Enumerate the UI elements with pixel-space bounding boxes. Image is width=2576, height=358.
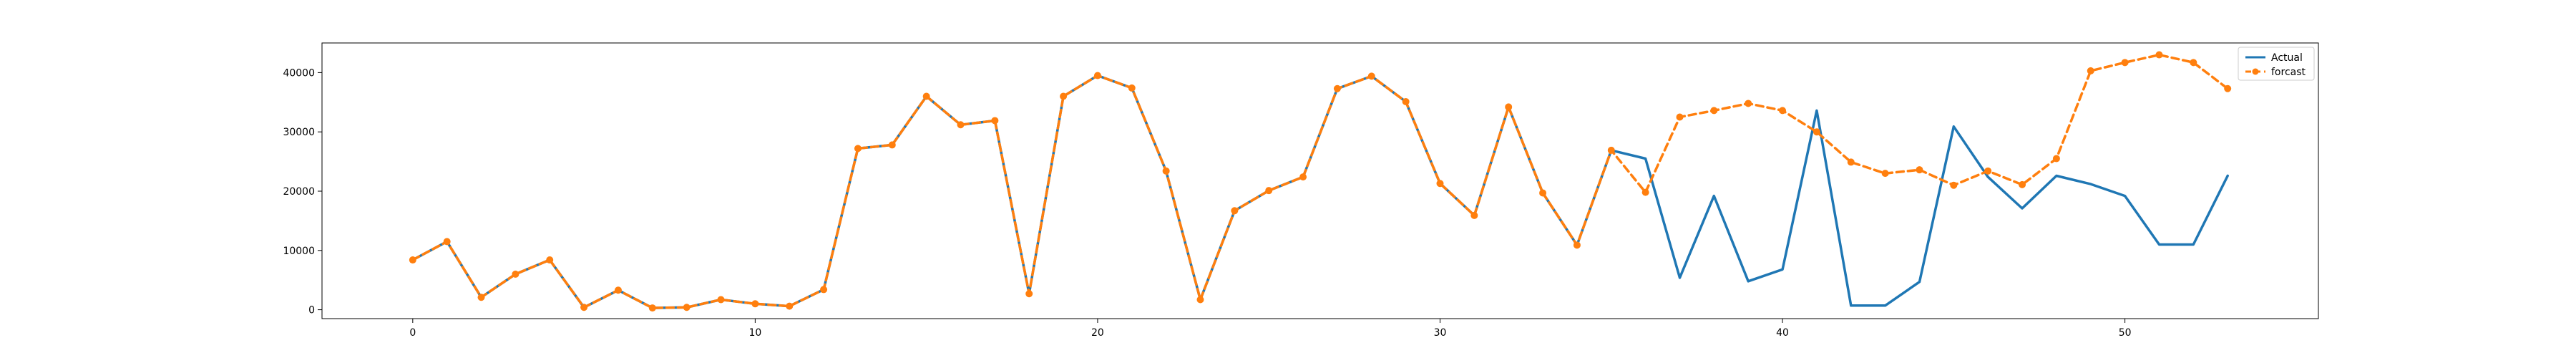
data-point-forcast xyxy=(1231,207,1239,215)
data-point-forcast xyxy=(888,141,896,149)
data-point-forcast xyxy=(922,92,930,100)
data-point-forcast xyxy=(409,256,416,264)
legend-label-forcast: forcast xyxy=(2271,67,2306,78)
x-tick-label: 10 xyxy=(748,327,761,339)
x-tick-label: 20 xyxy=(1091,327,1104,339)
data-point-forcast xyxy=(957,121,965,129)
data-point-forcast xyxy=(580,304,588,311)
data-point-forcast xyxy=(1060,92,1068,100)
legend-marker-forcast xyxy=(2252,68,2259,75)
data-point-forcast xyxy=(477,294,485,301)
data-point-forcast xyxy=(854,145,862,153)
data-point-forcast xyxy=(1333,84,1341,92)
data-point-forcast xyxy=(2052,155,2060,163)
data-point-forcast xyxy=(512,270,519,278)
data-point-forcast xyxy=(1367,72,1375,80)
data-point-forcast xyxy=(717,296,725,304)
data-point-forcast xyxy=(1641,188,1649,196)
y-tick-label: 10000 xyxy=(283,246,315,257)
data-point-forcast xyxy=(1128,84,1136,92)
data-point-forcast xyxy=(1025,290,1033,298)
data-point-forcast xyxy=(2190,59,2197,67)
data-point-forcast xyxy=(1607,146,1615,154)
data-point-forcast xyxy=(1779,107,1787,115)
data-point-forcast xyxy=(1265,187,1273,195)
y-tick-label: 40000 xyxy=(283,67,315,79)
data-point-forcast xyxy=(1950,181,1958,189)
y-tick-label: 0 xyxy=(308,305,315,316)
data-point-forcast xyxy=(1847,158,1855,166)
data-point-forcast xyxy=(1539,189,1547,197)
series-line-forcast xyxy=(411,53,2229,309)
data-point-forcast xyxy=(683,304,691,311)
data-point-forcast xyxy=(443,238,451,246)
data-point-forcast xyxy=(1676,113,1684,121)
data-point-forcast xyxy=(820,286,828,294)
data-point-forcast xyxy=(1436,180,1444,188)
series-layer xyxy=(409,51,2232,312)
data-point-forcast xyxy=(751,300,759,308)
data-point-forcast xyxy=(1745,100,1752,107)
data-point-forcast xyxy=(1093,72,1101,79)
data-point-forcast xyxy=(546,256,554,264)
data-point-forcast xyxy=(1813,128,1820,136)
x-tick-label: 50 xyxy=(2119,327,2132,339)
legend: Actual forcast xyxy=(2238,47,2315,81)
data-point-forcast xyxy=(2087,67,2094,74)
data-point-forcast xyxy=(1984,167,1992,175)
data-point-forcast xyxy=(1916,166,1923,174)
data-point-forcast xyxy=(1505,103,1513,111)
data-point-forcast xyxy=(1402,97,1410,105)
legend-label-actual: Actual xyxy=(2271,52,2303,64)
data-point-forcast xyxy=(2019,180,2026,188)
axes: 0 10 20 30 40 50 0 10000 20000 30000 40000 xyxy=(283,67,2131,339)
series-line-actual xyxy=(411,74,2229,309)
data-point-forcast xyxy=(1710,107,1718,115)
x-tick-label: 0 xyxy=(409,327,416,339)
data-point-forcast xyxy=(1881,170,1889,178)
data-point-forcast xyxy=(648,304,656,312)
data-point-forcast xyxy=(2224,84,2232,92)
data-point-forcast xyxy=(1573,241,1581,249)
data-point-forcast xyxy=(991,117,999,125)
data-point-forcast xyxy=(2121,59,2129,67)
plot-frame xyxy=(321,42,2319,319)
data-point-forcast xyxy=(1299,173,1307,181)
y-tick-label: 20000 xyxy=(283,186,315,198)
data-point-forcast xyxy=(1470,211,1478,219)
data-point-forcast xyxy=(2155,51,2163,59)
y-tick-label: 30000 xyxy=(283,127,315,138)
data-point-forcast xyxy=(1196,296,1204,304)
x-tick-label: 40 xyxy=(1776,327,1789,339)
x-tick-label: 30 xyxy=(1434,327,1447,339)
data-point-forcast xyxy=(786,302,794,310)
data-point-forcast xyxy=(1162,167,1170,175)
data-point-forcast xyxy=(614,286,622,294)
